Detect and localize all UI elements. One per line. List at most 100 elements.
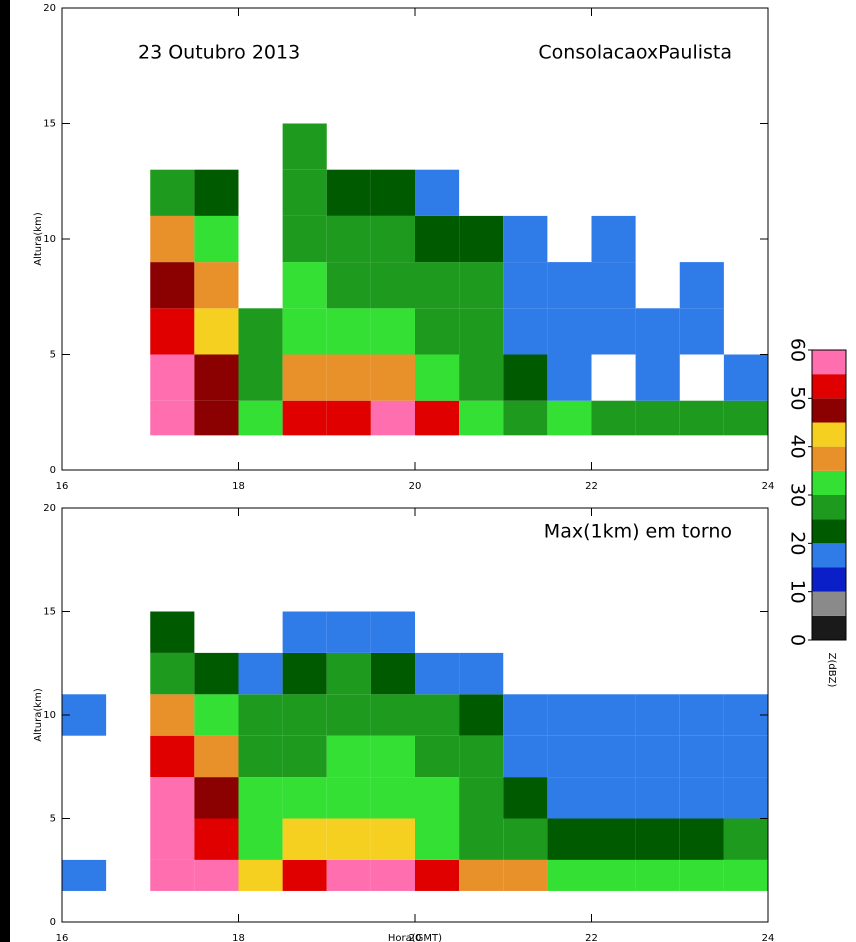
- echo-cell: [194, 169, 239, 216]
- echo-cell: [370, 308, 415, 355]
- colorbar-swatch: [812, 398, 846, 423]
- y-tick-label: 15: [43, 119, 56, 130]
- echo-cell: [547, 694, 592, 736]
- echo-cell: [150, 308, 195, 355]
- echo-cell: [282, 735, 327, 778]
- echo-cell: [238, 818, 283, 860]
- echo-cell: [282, 652, 327, 695]
- echo-cell: [150, 169, 195, 216]
- echo-cell: [503, 262, 548, 309]
- echo-cell: [370, 400, 415, 436]
- echo-cell: [503, 400, 548, 436]
- y-tick-label: 5: [50, 814, 56, 825]
- colorbar-label: Z(dBZ): [826, 653, 837, 688]
- echo-cell: [459, 354, 504, 401]
- colorbar-tick-label: 60: [787, 338, 809, 362]
- echo-cell: [326, 611, 371, 653]
- colorbar-swatch: [812, 543, 846, 568]
- echo-cell: [194, 308, 239, 355]
- echo-cell: [326, 215, 371, 263]
- y-tick-label: 5: [50, 350, 56, 361]
- echo-cell: [635, 354, 680, 401]
- colorbar-tick-label: 10: [787, 580, 809, 604]
- echo-cell: [547, 400, 592, 436]
- echo-cell: [723, 818, 768, 860]
- echo-cell: [459, 308, 504, 355]
- echo-cell: [547, 354, 592, 401]
- echo-cell: [415, 694, 460, 736]
- x-axis-label: Hora(GMT): [388, 933, 442, 942]
- echo-cell: [370, 694, 415, 736]
- echo-cell: [503, 354, 548, 401]
- echo-cell: [635, 400, 680, 436]
- echo-cell: [238, 652, 283, 695]
- echo-cell: [459, 400, 504, 436]
- colorbar-swatch: [812, 422, 846, 447]
- colorbar-tick-label: 0: [787, 634, 809, 646]
- y-axis-label: Altura(km): [33, 688, 44, 742]
- echo-cell: [415, 735, 460, 778]
- echo-cell: [679, 262, 724, 309]
- echo-cell: [635, 694, 680, 736]
- chart-title: Max(1km) em torno: [544, 521, 732, 543]
- echo-cell: [326, 652, 371, 695]
- echo-cell: [459, 735, 504, 778]
- echo-cell: [238, 694, 283, 736]
- echo-cell: [459, 694, 504, 736]
- echo-cell: [194, 354, 239, 401]
- y-tick-label: 20: [43, 503, 56, 514]
- echo-cell: [503, 818, 548, 860]
- echo-cell: [415, 262, 460, 309]
- echo-cell: [194, 262, 239, 309]
- echo-cell: [326, 262, 371, 309]
- colorbar-tick-label: 20: [787, 531, 809, 555]
- x-tick-label: 24: [762, 481, 775, 492]
- echo-cell: [326, 694, 371, 736]
- echo-cell: [194, 735, 239, 778]
- echo-cell: [723, 735, 768, 778]
- echo-cell: [591, 777, 636, 819]
- echo-cell: [591, 215, 636, 263]
- echo-cell: [326, 818, 371, 860]
- echo-cell: [370, 262, 415, 309]
- colorbar-swatch: [812, 591, 846, 616]
- echo-cell: [591, 735, 636, 778]
- echo-cell: [326, 400, 371, 436]
- echo-cell: [459, 818, 504, 860]
- x-tick-label: 16: [56, 933, 69, 942]
- y-axis-label: Altura(km): [33, 212, 44, 266]
- echo-cell: [503, 777, 548, 819]
- echo-cell: [62, 859, 107, 891]
- y-tick-label: 10: [43, 234, 56, 245]
- x-tick-label: 18: [232, 933, 245, 942]
- echo-cell: [326, 859, 371, 891]
- echo-cell: [547, 262, 592, 309]
- echo-cell: [547, 859, 592, 891]
- echo-cell: [282, 354, 327, 401]
- x-tick-label: 18: [232, 481, 245, 492]
- echo-cell: [679, 818, 724, 860]
- echo-cell: [679, 694, 724, 736]
- echo-cell: [326, 354, 371, 401]
- echo-cell: [282, 859, 327, 891]
- echo-cell: [238, 400, 283, 436]
- echo-cell: [282, 169, 327, 216]
- x-tick-label: 20: [409, 933, 422, 942]
- echo-cell: [591, 694, 636, 736]
- echo-cell: [194, 400, 239, 436]
- echo-cell: [326, 735, 371, 778]
- echo-cell: [150, 777, 195, 819]
- echo-cell: [547, 735, 592, 778]
- chart-subtitle: ConsolacaoxPaulista: [538, 42, 732, 64]
- echo-cell: [723, 400, 768, 436]
- echo-cell: [150, 262, 195, 309]
- echo-cell: [282, 215, 327, 263]
- echo-cell: [503, 735, 548, 778]
- echo-cell: [635, 818, 680, 860]
- echo-cell: [679, 400, 724, 436]
- echo-cell: [370, 354, 415, 401]
- echo-cell: [723, 354, 768, 401]
- echo-cell: [238, 735, 283, 778]
- echo-cell: [635, 735, 680, 778]
